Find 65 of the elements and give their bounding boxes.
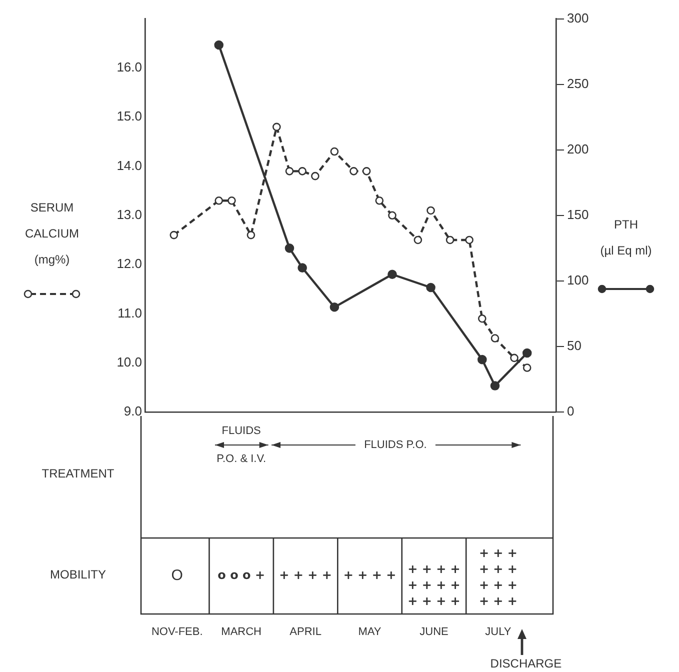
y2-tick-label: 150: [567, 206, 589, 222]
text: FLUIDS: [222, 425, 261, 438]
text: NOV-FEB.: [151, 626, 203, 638]
point: [246, 230, 256, 240]
y-axis-title: SERUM CALCIUM (mg%): [24, 200, 80, 266]
y2-tick-label: 250: [567, 76, 589, 91]
y-tick-label: 10.0: [116, 354, 142, 370]
point: [298, 263, 307, 272]
point: [311, 172, 320, 180]
point: [522, 364, 532, 372]
y-tick-label: 16.0: [116, 60, 142, 75]
text: DISCHARGE: [490, 656, 562, 670]
point: [375, 196, 384, 205]
point: [414, 236, 422, 244]
y2-axis-title: PTH (µl Eq ml): [600, 217, 652, 258]
y-tick-label: 14.0: [116, 158, 142, 173]
y2-tick-label: 0: [567, 404, 574, 419]
point: [426, 282, 436, 292]
point: [446, 236, 454, 244]
y2-tick-label: 50: [567, 338, 582, 354]
point: [214, 40, 224, 50]
text: + + + +: [343, 568, 396, 582]
point: [490, 381, 500, 390]
point: [214, 196, 223, 205]
point: [465, 236, 474, 244]
point: [510, 354, 518, 362]
text: + + + +: [279, 568, 332, 582]
point: [388, 270, 397, 280]
point: [330, 302, 340, 312]
text: MOBILITY: [50, 567, 106, 582]
y-tick-label: 9.0: [124, 404, 142, 419]
point: [522, 348, 532, 358]
point: [478, 314, 486, 323]
point: [170, 230, 178, 240]
text: o o o +: [218, 568, 265, 582]
text: + + + + + + + + + + + +: [408, 562, 460, 608]
text: O: [171, 567, 183, 584]
point: [272, 122, 281, 132]
text: APRIL: [290, 626, 322, 638]
y2-tick-label: 300: [567, 10, 589, 26]
text: TREATMENT: [42, 466, 115, 480]
point: [490, 334, 500, 342]
y2-tick-label: 100: [567, 272, 589, 288]
y-tick-label: 15.0: [116, 108, 142, 124]
point: [330, 147, 339, 156]
text: JULY: [485, 626, 512, 638]
y-tick-label: 13.0: [116, 206, 142, 222]
point: [388, 211, 396, 220]
point: [284, 244, 294, 253]
y-tick-label: 12.0: [116, 256, 142, 272]
point: [228, 196, 236, 205]
point: [285, 167, 294, 176]
y2-tick-label: 200: [567, 141, 589, 156]
point: [298, 167, 306, 176]
text: P.O. & I.V.: [216, 453, 266, 466]
point: [362, 167, 371, 176]
text: JUNE: [420, 626, 448, 638]
point: [478, 354, 487, 364]
text: + + + + + + + + + + + +: [478, 546, 518, 608]
text: MARCH: [221, 626, 262, 638]
point: [426, 206, 435, 215]
text: FLUIDS P.O.: [364, 439, 427, 452]
text: MAY: [358, 626, 382, 638]
y-tick-label: 11.0: [118, 305, 142, 320]
point: [350, 167, 358, 176]
